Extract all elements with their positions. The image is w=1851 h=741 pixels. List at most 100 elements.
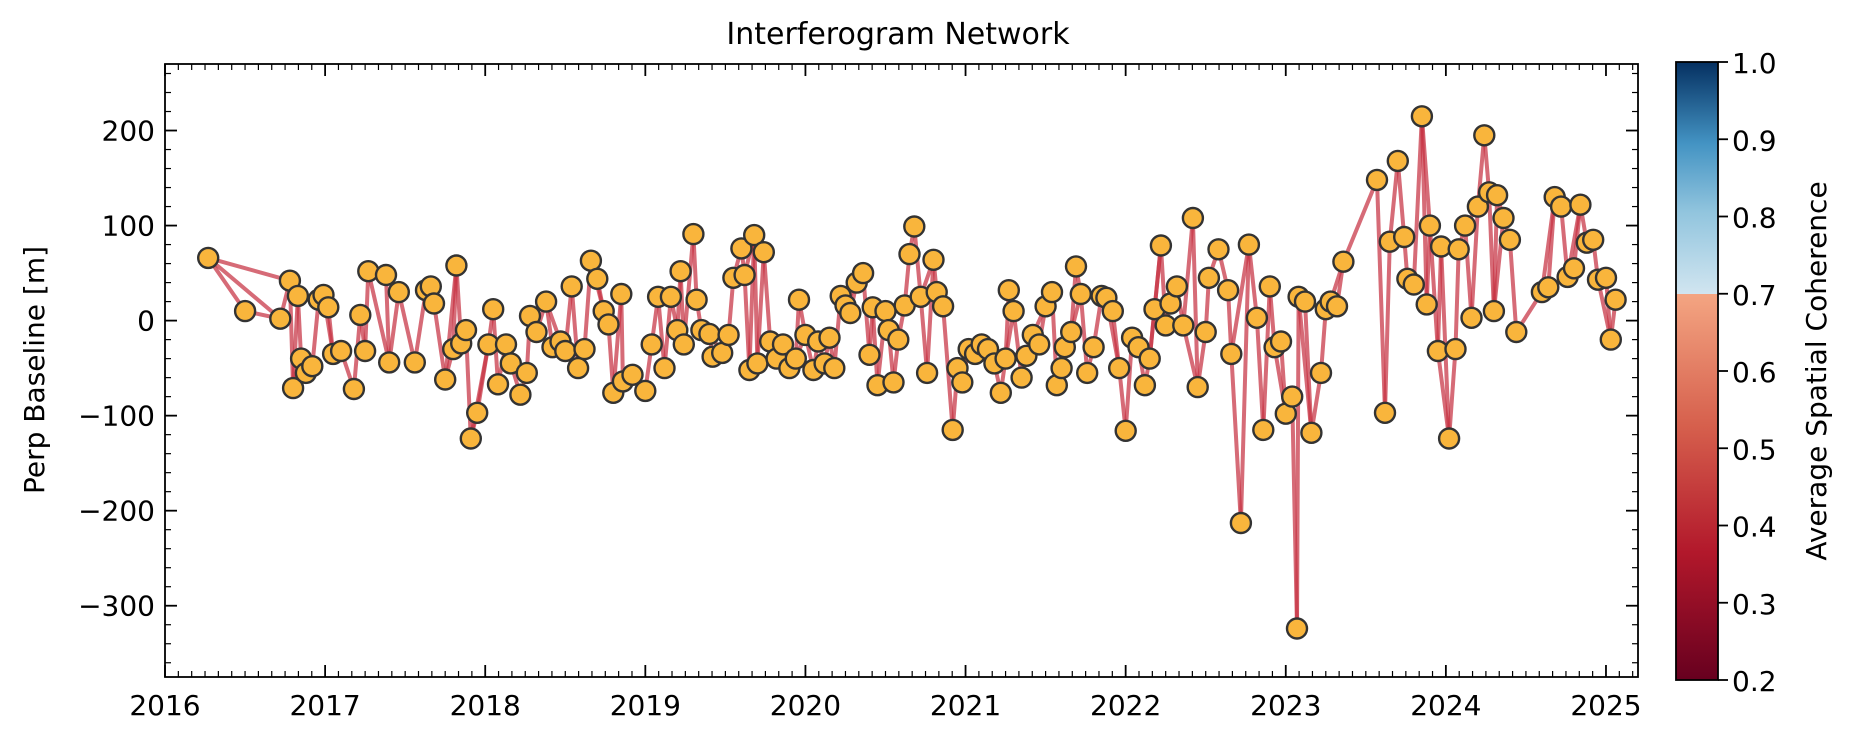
colorbar-tick-label: 0.7 — [1732, 279, 1777, 312]
acquisition-point — [1181, 206, 1205, 230]
acquisition-point — [858, 343, 881, 366]
acquisition-point — [196, 246, 220, 270]
acquisition-point — [1437, 427, 1461, 450]
colorbar-tick-label: 0.3 — [1732, 588, 1777, 621]
acquisition-point — [682, 222, 705, 246]
x-tick-label: 2019 — [610, 689, 681, 722]
interferogram-link — [1469, 204, 1480, 320]
acquisition-point — [1285, 617, 1309, 640]
interferogram-link — [1261, 284, 1272, 432]
interferogram-link — [656, 294, 667, 371]
acquisition-point — [1252, 418, 1275, 442]
acquisition-point — [1569, 193, 1592, 216]
interferogram-link — [1395, 158, 1407, 239]
interferogram-link — [432, 301, 448, 382]
acquisition-point — [1332, 250, 1355, 273]
interferogram-link — [1383, 239, 1392, 415]
acquisition-point — [1492, 206, 1515, 230]
acquisition-point — [1415, 293, 1438, 316]
colorbar-upper-segment — [1676, 62, 1718, 294]
acquisition-point — [454, 318, 478, 342]
acquisition-point — [1101, 299, 1125, 323]
acquisition-point — [733, 263, 756, 287]
x-tick-label: 2016 — [129, 689, 200, 722]
acquisition-point — [1280, 385, 1304, 408]
acquisition-point — [1599, 328, 1623, 351]
y-tick-label: 0 — [137, 305, 155, 338]
interferogram-link — [925, 257, 936, 375]
acquisition-point — [659, 285, 683, 308]
acquisition-point — [1402, 273, 1426, 296]
interferogram-link — [443, 263, 459, 382]
interferogram-link — [1507, 237, 1519, 334]
acquisition-point — [1245, 306, 1269, 329]
acquisition-point — [1002, 299, 1025, 323]
acquisition-point — [1114, 419, 1137, 442]
acquisition-point — [989, 381, 1012, 404]
acquisition-point — [685, 288, 708, 311]
acquisition-point — [1069, 282, 1093, 306]
acquisition-points — [196, 105, 1627, 640]
acquisition-point — [882, 371, 905, 394]
acquisition-point — [823, 356, 846, 380]
acquisition-point — [1059, 320, 1083, 344]
interferogram-link — [1419, 114, 1432, 228]
x-tick-label: 2021 — [930, 689, 1001, 722]
x-tick-label: 2018 — [450, 689, 521, 722]
chart-title: Interferogram Network — [726, 17, 1070, 52]
acquisition-point — [1594, 266, 1618, 289]
interferogram-link — [468, 342, 491, 441]
acquisition-point — [466, 401, 489, 424]
acquisition-point — [349, 303, 372, 327]
y-axis-ticks: 200 100 0 −100 −200 −300 — [78, 72, 1638, 664]
acquisition-point — [922, 248, 945, 271]
interferogram-link — [206, 255, 292, 283]
acquisition-point — [994, 347, 1017, 370]
acquisition-point — [554, 339, 577, 363]
interferogram-link — [1375, 177, 1387, 415]
acquisition-point — [233, 299, 257, 323]
x-axis-ticks: 2016 2017 2018 2019 2020 2021 2022 2023 2024 2025 — [129, 64, 1642, 722]
acquisition-point — [1562, 257, 1586, 280]
acquisition-point — [1194, 320, 1217, 344]
acquisition-point — [1418, 214, 1442, 237]
acquisition-point — [1172, 314, 1195, 337]
interferogram-link — [1453, 247, 1461, 352]
x-tick-label: 2020 — [770, 689, 841, 722]
acquisition-point — [499, 352, 522, 375]
acquisition-point — [818, 326, 841, 349]
acquisition-point — [597, 313, 620, 336]
x-tick-label: 2017 — [289, 689, 360, 722]
colorbar-tick-label: 0.2 — [1732, 665, 1777, 698]
acquisition-point — [1453, 214, 1477, 237]
acquisition-point — [1197, 266, 1221, 289]
colorbar-tick-label: 0.9 — [1732, 124, 1777, 157]
acquisition-point — [874, 299, 897, 323]
interferogram-link — [761, 250, 773, 344]
acquisition-point — [653, 356, 676, 380]
acquisition-point — [353, 339, 377, 363]
acquisition-point — [1075, 361, 1099, 385]
acquisition-point — [669, 260, 692, 283]
acquisition-point — [1460, 306, 1483, 329]
acquisition-point — [1392, 225, 1416, 249]
acquisition-point — [1373, 401, 1397, 424]
acquisition-point — [746, 352, 769, 375]
acquisition-point — [1050, 356, 1073, 380]
colorbar-tick-label: 0.4 — [1732, 511, 1777, 544]
acquisition-point — [1537, 276, 1560, 299]
acquisition-point — [317, 296, 340, 319]
acquisition-point — [459, 427, 482, 450]
acquisition-point — [1549, 195, 1573, 218]
acquisition-point — [717, 323, 740, 347]
acquisition-point — [851, 261, 875, 285]
acquisition-point — [1365, 168, 1389, 192]
acquisition-point — [887, 328, 910, 351]
acquisition-point — [1149, 234, 1173, 257]
colorbar-lower-segment — [1676, 294, 1718, 680]
acquisition-point — [1485, 183, 1509, 207]
x-tick-label: 2024 — [1410, 689, 1481, 722]
plot-frame — [164, 63, 1639, 678]
y-tick-label: 200 — [102, 115, 155, 148]
